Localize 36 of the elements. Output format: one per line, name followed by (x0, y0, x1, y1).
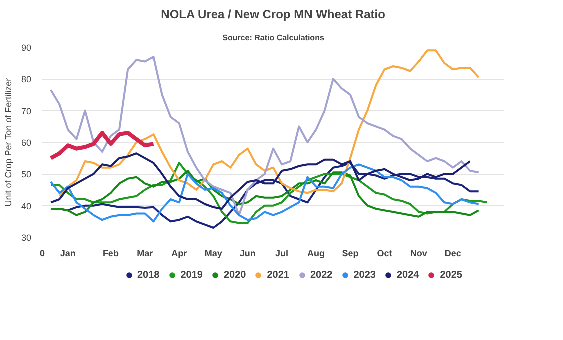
y-tick-label: 70 (21, 106, 32, 116)
legend-label: 2022 (310, 270, 333, 280)
chart-subtitle: Source: Ratio Calculations (222, 34, 325, 42)
x-tick-label: Mar (137, 248, 154, 258)
x-tick-label: Jun (240, 248, 256, 258)
x-tick-label: Dec (444, 248, 462, 258)
x-tick-label: Jul (276, 248, 289, 258)
legend-label: 2023 (354, 270, 376, 280)
line-series (50, 56, 480, 216)
line-series (50, 152, 472, 210)
line-series (49, 131, 156, 160)
x-tick-label: Apr (172, 248, 188, 258)
x-tick-label: Feb (102, 248, 120, 258)
x-tick-label: Aug (308, 248, 326, 258)
line-series (50, 170, 480, 218)
text: 0 (40, 248, 46, 258)
y-tick-label: 40 (21, 201, 32, 212)
y-tick-label: 60 (21, 138, 32, 148)
y-tick-label: 90 (21, 43, 32, 53)
line-series (58, 50, 480, 198)
y-tick-label: 30 (21, 233, 32, 243)
legend-label: 2020 (224, 270, 246, 280)
x-tick-label: Jan (60, 248, 76, 258)
x-tick-label: Oct (377, 248, 392, 258)
legend-label: 2019 (180, 270, 203, 280)
y-tick-label: 50 (21, 170, 32, 180)
x-tick-label: Sep (342, 248, 360, 258)
legend-label: 2018 (138, 270, 160, 280)
chart-title: NOLA Urea / New Crop MN Wheat Ratio (161, 8, 386, 22)
legend-label: 2024 (397, 270, 420, 280)
x-tick-label: May (204, 248, 222, 258)
x-tick-label: Nov (410, 248, 428, 258)
legend-label: 2025 (440, 270, 462, 280)
y-tick-label: 80 (21, 74, 32, 85)
y-axis-title: Unit of Crop Per Ton of Fertilizer (3, 78, 14, 207)
legend-label: 2021 (267, 270, 290, 280)
